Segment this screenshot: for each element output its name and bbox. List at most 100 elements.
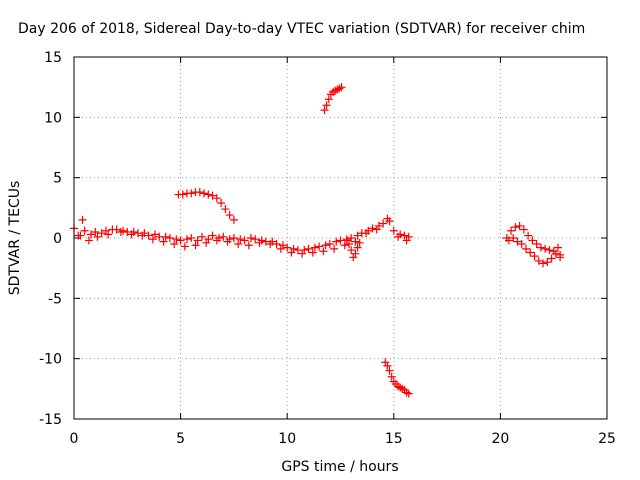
data-point	[400, 231, 409, 240]
data-point	[368, 224, 377, 233]
data-point	[178, 190, 187, 199]
data-point	[337, 83, 346, 92]
data-point	[74, 231, 83, 240]
data-point	[347, 246, 356, 255]
data-point	[287, 248, 296, 257]
data-point	[310, 243, 319, 252]
y-tick-label: 5	[53, 171, 62, 187]
data-point	[513, 237, 522, 246]
data-point	[193, 236, 202, 245]
data-point	[381, 358, 390, 367]
data-point	[517, 240, 526, 249]
data-point	[151, 230, 160, 239]
grid-lines	[74, 57, 607, 419]
data-point	[283, 243, 292, 252]
data-point	[347, 234, 356, 242]
data-point	[545, 246, 554, 255]
data-point	[172, 235, 181, 244]
data-point	[526, 248, 535, 257]
data-point	[319, 247, 328, 256]
data-point	[355, 238, 364, 247]
data-point	[387, 372, 396, 381]
data-point	[349, 253, 358, 262]
data-point	[234, 240, 243, 249]
data-point	[244, 241, 253, 250]
data-point	[204, 190, 213, 199]
data-point	[208, 231, 217, 240]
data-point	[180, 242, 189, 251]
data-point	[322, 101, 331, 110]
data-point	[197, 232, 206, 241]
data-point	[332, 237, 341, 246]
data-point	[200, 189, 209, 198]
y-tick-label: 15	[44, 50, 62, 66]
data-point	[289, 244, 298, 253]
data-point	[515, 221, 524, 230]
data-point	[556, 253, 565, 262]
data-point	[119, 226, 128, 235]
data-point	[127, 230, 136, 239]
series-arc-14.6-to-15.7	[381, 358, 413, 398]
x-tick-label: 10	[278, 431, 296, 447]
data-point	[229, 215, 238, 224]
x-tick-label: 5	[176, 431, 185, 447]
data-point	[97, 229, 106, 238]
data-point	[308, 248, 317, 257]
data-point	[504, 236, 513, 245]
data-point	[217, 199, 226, 208]
data-point	[165, 234, 174, 242]
data-point	[353, 243, 362, 252]
data-point	[530, 252, 539, 261]
data-point	[528, 236, 537, 245]
series-dip-12.8-to-13.4	[342, 236, 364, 262]
data-point	[246, 234, 255, 242]
data-point	[547, 254, 556, 263]
data-point	[195, 188, 204, 197]
data-point	[159, 237, 168, 246]
series-cluster-20.3-to-22.8	[502, 221, 565, 268]
data-point	[383, 214, 392, 223]
x-tick-label: 0	[70, 431, 79, 447]
series-arc-11.7-to-12.6	[320, 83, 346, 115]
data-point	[298, 249, 307, 258]
y-tick-label: 0	[53, 231, 62, 247]
data-point	[402, 236, 411, 245]
data-point	[161, 232, 170, 241]
data-points	[70, 83, 565, 398]
data-point	[519, 225, 528, 234]
data-point	[524, 231, 533, 240]
data-point	[521, 244, 530, 253]
data-point	[511, 223, 520, 232]
data-point	[353, 231, 362, 240]
data-point	[330, 244, 339, 253]
data-point	[507, 226, 516, 235]
data-point	[324, 95, 333, 104]
x-tick-label: 25	[598, 431, 616, 447]
series-arc-5-to-7.5	[174, 188, 238, 224]
data-point	[93, 232, 102, 241]
data-point	[170, 240, 179, 249]
data-point	[223, 237, 232, 246]
y-tick-label: -15	[39, 412, 62, 428]
data-point	[182, 235, 191, 244]
data-point	[543, 258, 552, 267]
data-point	[532, 240, 541, 249]
data-point	[300, 246, 309, 255]
data-point	[229, 234, 238, 242]
data-point	[385, 366, 394, 375]
data-point	[383, 361, 392, 370]
data-point	[91, 227, 100, 236]
data-point	[321, 241, 330, 250]
series-main-band-spread	[74, 214, 411, 258]
data-point	[551, 249, 560, 258]
data-point	[404, 389, 413, 398]
data-point	[116, 227, 125, 236]
data-point	[251, 235, 260, 244]
data-point	[208, 191, 217, 200]
data-point	[539, 259, 548, 268]
data-point	[78, 215, 87, 224]
data-point	[148, 235, 157, 244]
data-point	[372, 225, 381, 234]
data-point	[138, 231, 147, 240]
